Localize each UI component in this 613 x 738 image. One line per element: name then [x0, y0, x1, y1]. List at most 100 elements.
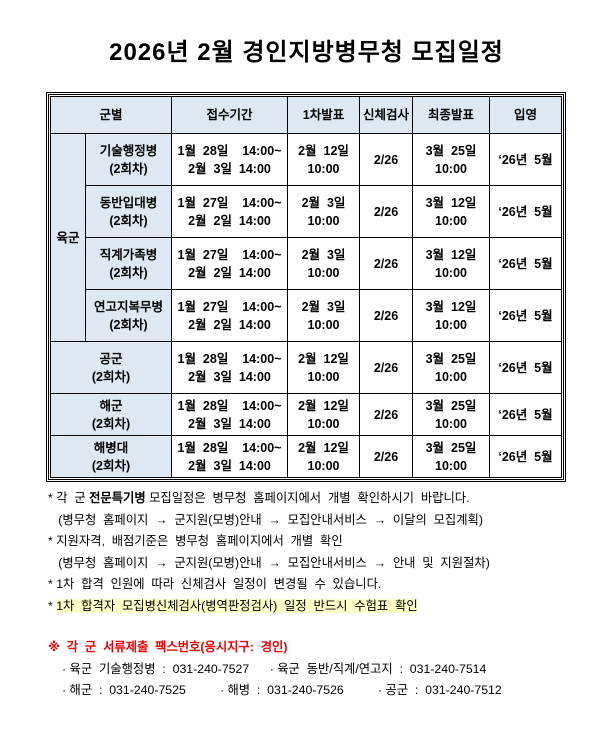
enlist-cell: ‘26년 5월 [489, 289, 562, 342]
unit-cell: 공군 (2회차) [50, 341, 172, 394]
first-time: 10:00 [307, 458, 340, 473]
period-start: 1월 28일 14:00~ [177, 351, 282, 366]
period-end: 2월 3일 14:00 [188, 161, 271, 176]
final-date: 3월 12일 [425, 299, 477, 314]
first-time: 10:00 [307, 369, 340, 384]
unit-round: (2회차) [109, 317, 148, 332]
first-cell: 2월 3일 10:00 [287, 237, 360, 290]
unit-cell: 직계가족병 (2회차) [85, 237, 172, 290]
schedule-table-wrapper: 군별 접수기간 1차발표 신체검사 최종발표 입영 육군 기술행정병 (2회차) 1월… [46, 92, 566, 482]
unit-round: (2회차) [91, 369, 131, 384]
first-date: 2월 3일 [301, 299, 346, 314]
unit-name: 동반입대병 [99, 195, 158, 210]
enlist-cell: ‘26년 5월 [489, 393, 562, 436]
header-enlist: 입영 [489, 96, 562, 134]
period-start: 1월 27일 14:00~ [177, 299, 282, 314]
exam-cell: 2/26 [359, 237, 413, 290]
unit-name: 기술행정병 [99, 143, 158, 158]
header-period: 접수기간 [171, 96, 288, 134]
unit-cell: 연고지복무병 (2회차) [85, 289, 172, 342]
period-start: 1월 27일 14:00~ [177, 247, 282, 262]
final-cell: 3월 25일 10:00 [412, 393, 490, 436]
period-end: 2월 2일 14:00 [188, 265, 271, 280]
period-end: 2월 2일 14:00 [188, 317, 271, 332]
unit-name: 연고지복무병 [93, 299, 163, 314]
final-cell: 3월 25일 10:00 [412, 341, 490, 394]
unit-round: (2회차) [91, 416, 131, 431]
unit-round: (2회차) [109, 161, 148, 176]
army-label: 육군 [50, 133, 86, 342]
first-date: 2월 12일 [298, 440, 349, 455]
exam-cell: 2/26 [359, 393, 413, 436]
unit-round: (2회차) [109, 213, 148, 228]
final-time: 10:00 [435, 416, 467, 431]
schedule-table: 군별 접수기간 1차발표 신체검사 최종발표 입영 육군 기술행정병 (2회차) 1월… [50, 96, 562, 478]
final-time: 10:00 [435, 458, 467, 473]
fax-line-1: · 육군 기술행정병 : 031-240-7527 · 육군 동반/직계/연고지… [62, 661, 487, 676]
note-5: * 1차 합격 인원에 따라 신체검사 일정이 변경될 수 있습니다. [48, 577, 382, 591]
unit-cell: 동반입대병 (2회차) [85, 185, 172, 238]
header-unit: 군별 [50, 96, 172, 134]
table-row: 공군 (2회차) 1월 28일 14:00~ 2월 3일 14:00 2월 12일 10:… [50, 341, 562, 394]
unit-name: 해병대 [93, 440, 129, 455]
final-date: 3월 12일 [425, 247, 477, 262]
period-end: 2월 3일 14:00 [188, 369, 271, 384]
period-start: 1월 28일 14:00~ [177, 398, 282, 413]
note-bold: 전문특기병 [89, 491, 146, 505]
first-date: 2월 12일 [298, 351, 349, 366]
unit-cell: 기술행정병 (2회차) [85, 133, 172, 186]
enlist-cell: ‘26년 5월 [489, 435, 562, 478]
first-date: 2월 3일 [301, 195, 346, 210]
unit-name: 해군 [99, 398, 123, 413]
note-1: * 각 군 전문특기병 모집일정은 병무청 홈페이지에서 개별 확인하시기 바랍… [48, 488, 502, 510]
period-cell: 1월 27일 14:00~ 2월 2일 14:00 [171, 289, 288, 342]
table-row: 직계가족병 (2회차) 1월 27일 14:00~ 2월 2일 14:00 2월 3일 1… [51, 237, 562, 290]
final-cell: 3월 12일 10:00 [412, 289, 490, 342]
period-start: 1월 27일 14:00~ [177, 195, 282, 210]
table-row: 동반입대병 (2회차) 1월 27일 14:00~ 2월 2일 14:00 2월 3일 1… [51, 185, 562, 238]
first-time: 10:00 [307, 213, 340, 228]
page-title: 2026년 2월 경인지방병무청 모집일정 [109, 39, 504, 66]
enlist-cell: ‘26년 5월 [489, 341, 562, 394]
final-time: 10:00 [435, 317, 467, 332]
final-time: 10:00 [435, 265, 467, 280]
unit-round: (2회차) [109, 265, 148, 280]
period-end: 2월 3일 14:00 [188, 458, 271, 473]
exam-cell: 2/26 [359, 133, 413, 186]
period-start: 1월 28일 14:00~ [177, 143, 282, 158]
period-cell: 1월 28일 14:00~ 2월 3일 14:00 [171, 341, 288, 394]
final-cell: 3월 12일 10:00 [412, 237, 490, 290]
header-final: 최종발표 [412, 96, 490, 134]
unit-name: 직계가족병 [99, 247, 158, 262]
period-cell: 1월 28일 14:00~ 2월 3일 14:00 [171, 133, 288, 186]
period-cell: 1월 28일 14:00~ 2월 3일 14:00 [171, 393, 288, 436]
first-time: 10:00 [307, 317, 340, 332]
final-cell: 3월 12일 10:00 [412, 185, 490, 238]
header-exam: 신체검사 [359, 96, 413, 134]
period-cell: 1월 27일 14:00~ 2월 2일 14:00 [171, 185, 288, 238]
note-6: * 1차 합격자 모집병신체검사(병역판정검사) 일정 반드시 수험표 확인 [48, 596, 502, 618]
unit-round: (2회차) [91, 458, 131, 473]
enlist-cell: ‘26년 5월 [489, 237, 562, 290]
fax-line-2: · 해군 : 031-240-7525 · 해병 : 031-240-7526 … [62, 683, 502, 697]
exam-cell: 2/26 [359, 341, 413, 394]
final-date: 3월 25일 [425, 440, 477, 455]
final-cell: 3월 25일 10:00 [412, 133, 490, 186]
unit-name: 공군 [99, 351, 123, 366]
note-text: * 각 군 [48, 491, 90, 505]
final-time: 10:00 [435, 369, 467, 384]
final-cell: 3월 25일 10:00 [412, 435, 490, 478]
final-date: 3월 25일 [425, 351, 477, 366]
first-cell: 2월 12일 10:00 [287, 393, 360, 436]
note-3: * 지원자격, 배점기준은 병무청 홈페이지에서 개별 확인 [48, 534, 343, 548]
table-row: 해군 (2회차) 1월 28일 14:00~ 2월 3일 14:00 2월 12일 10:… [50, 393, 562, 436]
table-row: 연고지복무병 (2회차) 1월 27일 14:00~ 2월 2일 14:00 2월 3일… [51, 289, 562, 342]
enlist-cell: ‘26년 5월 [489, 185, 562, 238]
final-date: 3월 25일 [425, 398, 477, 413]
exam-cell: 2/26 [359, 185, 413, 238]
notes: * 각 군 전문특기병 모집일정은 병무청 홈페이지에서 개별 확인하시기 바랍… [48, 488, 502, 702]
note-4: (병무청 홈페이지 → 군지원(모병)안내 → 모집안내서비스 → 안내 및 지… [48, 555, 490, 570]
first-time: 10:00 [307, 265, 340, 280]
first-cell: 2월 12일 10:00 [287, 341, 360, 394]
note-text: * [48, 598, 57, 613]
